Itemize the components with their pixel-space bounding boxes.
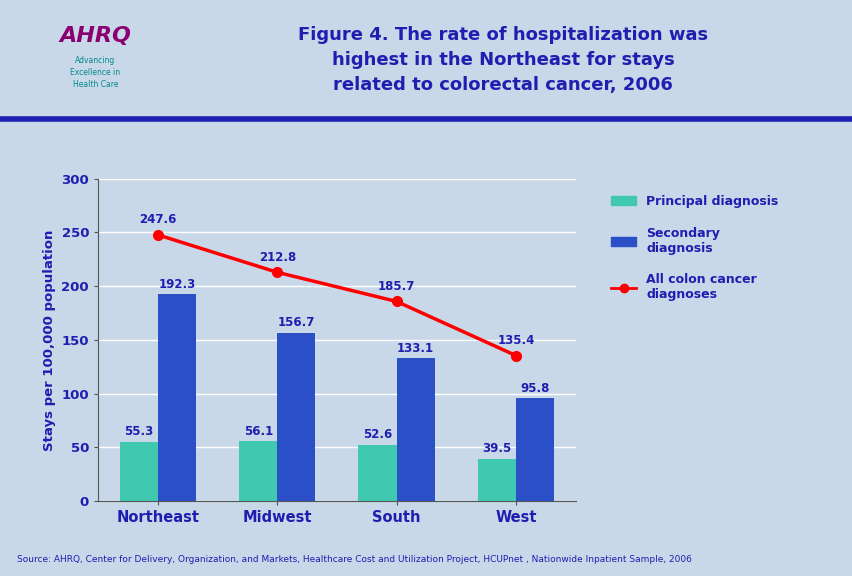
Text: 185.7: 185.7 bbox=[377, 280, 415, 293]
Bar bbox=[358, 445, 396, 501]
Text: Source: AHRQ, Center for Delivery, Organization, and Markets, Healthcare Cost an: Source: AHRQ, Center for Delivery, Organ… bbox=[17, 555, 691, 564]
Text: AHRQ: AHRQ bbox=[60, 26, 131, 47]
Text: 212.8: 212.8 bbox=[258, 251, 296, 264]
Text: 133.1: 133.1 bbox=[397, 342, 434, 355]
Text: 52.6: 52.6 bbox=[362, 429, 392, 441]
Bar bbox=[396, 358, 435, 501]
Text: 55.3: 55.3 bbox=[124, 426, 153, 438]
Bar bbox=[515, 398, 554, 501]
Text: 247.6: 247.6 bbox=[139, 213, 176, 226]
Bar bbox=[158, 294, 196, 501]
Text: 156.7: 156.7 bbox=[278, 316, 314, 329]
Text: Advancing
Excellence in
Health Care: Advancing Excellence in Health Care bbox=[70, 56, 120, 89]
Bar bbox=[119, 442, 158, 501]
Legend: Principal diagnosis, Secondary
diagnosis, All colon cancer
diagnoses: Principal diagnosis, Secondary diagnosis… bbox=[601, 185, 787, 311]
Text: 39.5: 39.5 bbox=[481, 442, 511, 456]
Text: 95.8: 95.8 bbox=[520, 382, 549, 395]
Text: 135.4: 135.4 bbox=[497, 334, 534, 347]
Text: 56.1: 56.1 bbox=[244, 425, 273, 438]
Text: Figure 4. The rate of hospitalization was
highest in the Northeast for stays
rel: Figure 4. The rate of hospitalization wa… bbox=[298, 26, 707, 94]
Text: 192.3: 192.3 bbox=[158, 278, 195, 291]
Y-axis label: Stays per 100,000 population: Stays per 100,000 population bbox=[43, 229, 55, 450]
Bar bbox=[239, 441, 277, 501]
Bar bbox=[477, 458, 515, 501]
Bar bbox=[277, 332, 315, 501]
